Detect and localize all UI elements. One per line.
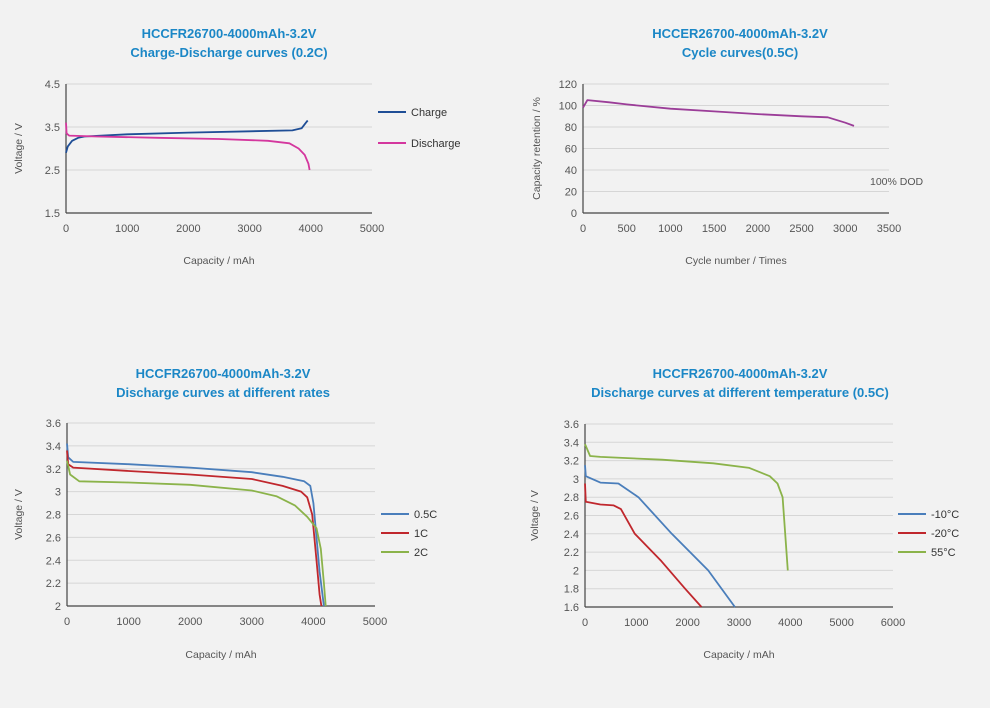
chart2-xtick-label: 0	[580, 223, 586, 235]
chart2-series-Cycle-line	[582, 99, 855, 127]
chart4-xtick-label: 4000	[778, 617, 802, 629]
chart1-xtick-label: 0	[63, 223, 69, 235]
chart1-legend-label: Charge	[411, 107, 447, 119]
chart2-xtick-label: 500	[618, 223, 636, 235]
chart2-xtick-label: 1000	[658, 223, 682, 235]
chart3-title-line2: Discharge curves at different rates	[116, 385, 330, 400]
chart3-y-axis-label: Voltage / V	[13, 489, 25, 540]
chart2-xtick-label: 3500	[877, 223, 901, 235]
chart2-y-axis-label: Capacity retention / %	[531, 97, 543, 200]
chart2-ytick-label: 60	[565, 144, 577, 156]
chart4-ytick-label: 2.4	[564, 529, 579, 541]
chart3-title-line1: HCCFR26700-4000mAh-3.2V	[135, 366, 311, 381]
chart4-legend-label: -20°C	[931, 528, 959, 540]
chart4-title-line1: HCCFR26700-4000mAh-3.2V	[652, 366, 828, 381]
chart4-title-line2: Discharge curves at different temperatur…	[591, 385, 889, 400]
chart3-x-axis-label: Capacity / mAh	[185, 649, 256, 661]
chart2-ytick-label: 100	[559, 101, 577, 113]
chart3-ytick-label: 2.6	[46, 532, 61, 544]
chart3-ytick-label: 3	[55, 487, 61, 499]
chart3-series-05C-line	[66, 443, 325, 607]
chart3-legend-label: 1C	[414, 528, 428, 540]
chart4-ytick-label: 3.4	[564, 437, 579, 449]
chart3-ytick-label: 3.4	[46, 441, 61, 453]
chart3-xtick-label: 2000	[178, 616, 202, 628]
chart4-xtick-label: 0	[582, 617, 588, 629]
chart1-title: HCCFR26700-4000mAh-3.2V Charge-Discharge…	[9, 24, 449, 62]
chart1-xtick-label: 1000	[115, 223, 139, 235]
chart4-xtick-label: 6000	[881, 617, 905, 629]
chart3-series-2C-line	[66, 460, 327, 607]
chart4-legend-label: 55°C	[931, 547, 956, 559]
chart3-xtick-label: 4000	[301, 616, 325, 628]
chart4-series-55C-line	[584, 443, 789, 571]
chart3-ytick-label: 2.8	[46, 510, 61, 522]
chart2-ytick-label: 0	[571, 208, 577, 220]
chart4-series-10C-line	[584, 465, 736, 608]
chart4-ytick-label: 2.8	[564, 492, 579, 504]
chart4-ytick-label: 1.6	[564, 602, 579, 614]
chart2-xtick-label: 1500	[702, 223, 726, 235]
chart4-series-20C-line	[584, 483, 703, 608]
chart2-x-axis-label: Cycle number / Times	[685, 255, 787, 267]
chart4-title: HCCFR26700-4000mAh-3.2V Discharge curves…	[520, 364, 960, 402]
chart3-legend-label: 0.5C	[414, 509, 437, 521]
chart3-xtick-label: 0	[64, 616, 70, 628]
chart4-ytick-label: 2	[573, 565, 579, 577]
chart4-ytick-label: 3.6	[564, 419, 579, 431]
chart2-xtick-label: 2500	[789, 223, 813, 235]
chart2-title: HCCER26700-4000mAh-3.2V Cycle curves(0.5…	[520, 24, 960, 62]
chart1-title-line2: Charge-Discharge curves (0.2C)	[130, 45, 328, 60]
chart3-legend-label: 2C	[414, 547, 428, 559]
chart2-ytick-label: 40	[565, 165, 577, 177]
chart1-xtick-label: 5000	[360, 223, 384, 235]
chart4-xtick-label: 1000	[624, 617, 648, 629]
chart1-xtick-label: 4000	[299, 223, 323, 235]
chart4-ytick-label: 1.8	[564, 584, 579, 596]
chart1-series-Discharge-line	[65, 122, 311, 171]
chart2-title-line2: Cycle curves(0.5C)	[681, 45, 799, 60]
chart2-ytick-label: 80	[565, 122, 577, 134]
chart3-ytick-label: 3.6	[46, 418, 61, 430]
chart3-ytick-label: 2	[55, 601, 61, 613]
chart1-title-line1: HCCFR26700-4000mAh-3.2V	[141, 26, 317, 41]
chart4-legend-label: -10°C	[931, 509, 959, 521]
chart1-xtick-label: 3000	[237, 223, 261, 235]
chart1-x-axis-label: Capacity / mAh	[183, 255, 254, 267]
chart4-x-axis-label: Capacity / mAh	[703, 649, 774, 661]
chart1-ytick-label: 4.5	[45, 79, 60, 91]
chart3-ytick-label: 2.4	[46, 555, 61, 567]
chart2-ytick-label: 120	[559, 79, 577, 91]
chart4-xtick-label: 5000	[829, 617, 853, 629]
chart1-xtick-label: 2000	[176, 223, 200, 235]
chart2-ytick-label: 20	[565, 187, 577, 199]
chart3-xtick-label: 3000	[240, 616, 264, 628]
chart3-ytick-label: 2.2	[46, 578, 61, 590]
chart4-ytick-label: 2.6	[564, 511, 579, 523]
chart1-ytick-label: 2.5	[45, 165, 60, 177]
chart1-y-axis-label: Voltage / V	[13, 123, 25, 174]
chart1-legend-label: Discharge	[411, 138, 461, 150]
chart2-title-line1: HCCER26700-4000mAh-3.2V	[652, 26, 828, 41]
chart4-xtick-label: 3000	[727, 617, 751, 629]
chart2-xtick-label: 3000	[833, 223, 857, 235]
chart3-ytick-label: 3.2	[46, 464, 61, 476]
chart3-xtick-label: 5000	[363, 616, 387, 628]
chart3-title: HCCFR26700-4000mAh-3.2V Discharge curves…	[3, 364, 443, 402]
chart4-ytick-label: 2.2	[564, 547, 579, 559]
chart1-ytick-label: 1.5	[45, 208, 60, 220]
chart3-series-1C-line	[66, 450, 323, 607]
chart4-ytick-label: 3.2	[564, 456, 579, 468]
chart4-ytick-label: 3	[573, 474, 579, 486]
chart2-annotation: 100% DOD	[870, 176, 924, 188]
chart4-y-axis-label: Voltage / V	[529, 490, 541, 541]
chart2-xtick-label: 2000	[746, 223, 770, 235]
chart4-xtick-label: 2000	[675, 617, 699, 629]
chart3-xtick-label: 1000	[116, 616, 140, 628]
chart1-series-Charge-line	[65, 119, 309, 154]
chart1-ytick-label: 3.5	[45, 122, 60, 134]
